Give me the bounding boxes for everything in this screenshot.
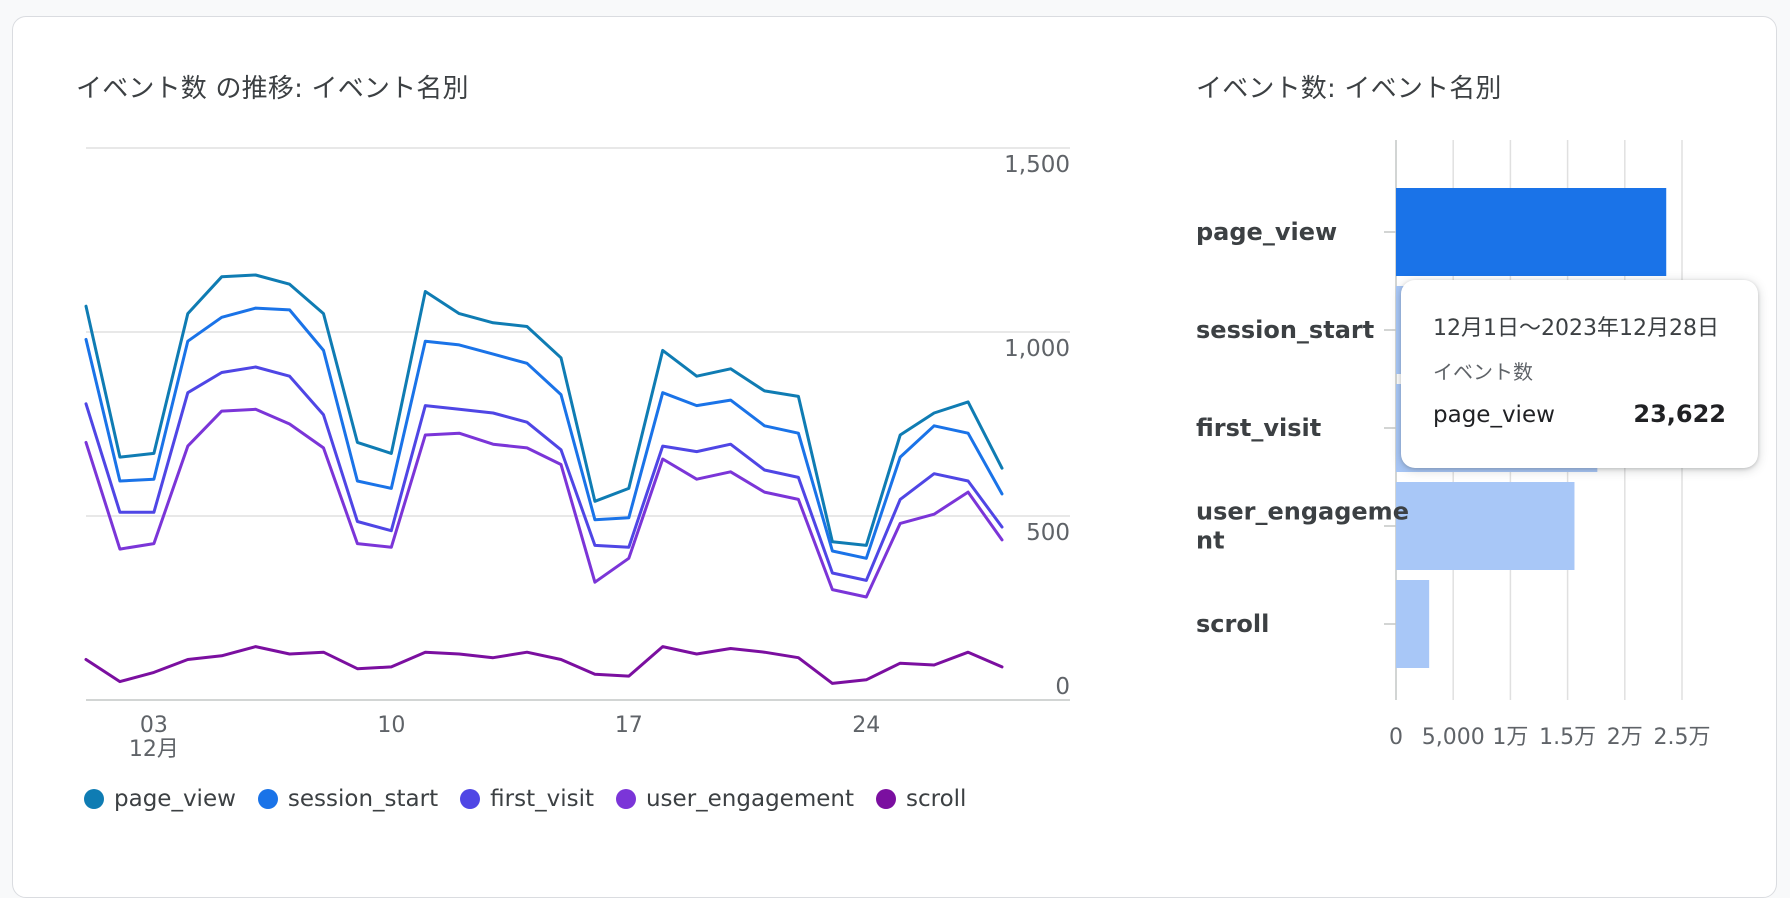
bar-tooltip: 12月1日〜2023年12月28日 イベント数 page_view 23,622 <box>1401 280 1758 468</box>
y-tick-label: 1,000 <box>1004 336 1070 362</box>
legend-item[interactable]: scroll <box>875 786 967 812</box>
legend-item[interactable]: page_view <box>84 786 236 812</box>
bar-x-tick-label: 1.5万 <box>1539 725 1596 750</box>
bar-category-label: scroll <box>1196 610 1269 638</box>
legend-label: page_view <box>114 786 236 812</box>
bar-scroll <box>1396 580 1430 668</box>
line-chart-legend: page_view session_start first_visit user_en… <box>84 786 988 812</box>
legend-dot-icon <box>84 789 104 809</box>
series-line-first-visit <box>84 365 1004 582</box>
bar-x-tick-label: 0 <box>1389 725 1403 750</box>
x-tick-label: 24 <box>852 713 880 738</box>
series-line-scroll <box>84 645 1004 685</box>
bar-category-label: page_view <box>1196 218 1337 246</box>
legend-item[interactable]: session_start <box>257 786 439 812</box>
x-tick-label: 10 <box>377 713 405 738</box>
bar-x-tick-label: 5,000 <box>1422 725 1485 750</box>
x-tick-label: 17 <box>615 713 643 738</box>
bar-x-tick-label: 2万 <box>1607 725 1643 750</box>
legend-label: first_visit <box>490 786 594 812</box>
series-line-user-engagement <box>84 407 1004 599</box>
legend-label: scroll <box>905 786 967 812</box>
legend-dot-icon <box>615 789 636 809</box>
tooltip-event-name: page_view <box>1433 402 1555 428</box>
legend-dot-icon <box>875 789 896 809</box>
legend-label: session_start <box>287 786 439 812</box>
x-tick-sublabel: 12月 <box>129 737 179 762</box>
x-tick-label: 03 <box>140 713 168 738</box>
tooltip-metric: イベント数 <box>1433 360 1533 384</box>
y-tick-label: 1,500 <box>1004 152 1070 178</box>
line-chart-title: イベント数 の推移: イベント名別 <box>76 74 469 104</box>
legend-dot-icon <box>460 789 481 809</box>
y-tick-label: 500 <box>1026 520 1070 546</box>
bar-category-label: nt <box>1196 527 1225 555</box>
bar-category-label: first_visit <box>1196 414 1321 442</box>
tooltip-date-range: 12月1日〜2023年12月28日 <box>1433 316 1719 341</box>
legend-item[interactable]: first_visit <box>460 786 594 812</box>
bar-x-tick-label: 1万 <box>1492 725 1528 750</box>
bar-category-label: user_engageme <box>1196 498 1409 526</box>
bar-chart-title: イベント数: イベント名別 <box>1196 74 1502 104</box>
y-tick-label: 0 <box>1055 674 1070 700</box>
series-line-session-start <box>84 306 1004 560</box>
bar-category-label: session_start <box>1196 316 1374 344</box>
bar-page-view <box>1396 188 1667 276</box>
legend-label: user_engagement <box>645 786 854 812</box>
bar-x-tick-label: 2.5万 <box>1654 725 1711 750</box>
series-line-page-view <box>84 273 1004 547</box>
bar-user-engagement <box>1396 482 1575 570</box>
legend-dot-icon <box>257 789 278 809</box>
legend-item[interactable]: user_engagement <box>615 786 854 812</box>
tooltip-event-value: 23,622 <box>1633 400 1726 428</box>
